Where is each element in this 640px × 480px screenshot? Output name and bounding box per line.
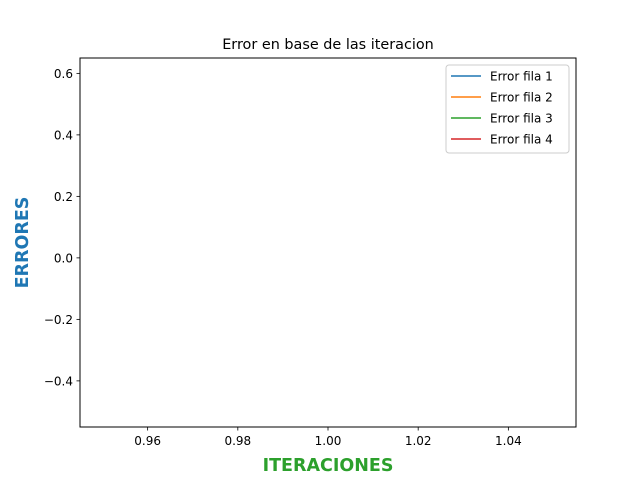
plot-frame (79, 57, 577, 428)
legend-label-3: Error fila 3 (490, 112, 553, 126)
y-tick-label: 0.2 (54, 190, 73, 204)
chart-title: Error en base de las iteracion (222, 37, 434, 53)
legend-label-1: Error fila 1 (490, 70, 553, 84)
y-tick-label: −0.4 (44, 374, 73, 388)
y-tick-label: 0.0 (54, 251, 73, 265)
x-tick-label: 0.96 (134, 434, 161, 448)
legend-box (445, 64, 570, 154)
x-tick-label: 0.98 (224, 434, 251, 448)
legend: Error fila 1 Error fila 2 Error fila 3 Erro… (445, 64, 570, 154)
legend-label-2: Error fila 2 (490, 91, 553, 105)
y-tick-label: 0.6 (54, 67, 73, 81)
y-tick-label: 0.4 (54, 128, 73, 142)
x-axis-label: ITERACIONES (263, 456, 394, 476)
y-axis-ticks: −0.4 −0.2 0.0 0.2 0.4 0.6 (44, 67, 80, 388)
x-tick-label: 1.02 (405, 434, 432, 448)
y-tick-label: −0.2 (44, 313, 73, 327)
legend-label-4: Error fila 4 (490, 133, 553, 147)
x-axis-ticks: 0.96 0.98 1.00 1.02 1.04 (134, 427, 522, 448)
x-tick-label: 1.04 (495, 434, 522, 448)
x-tick-label: 1.00 (315, 434, 342, 448)
y-axis-label: ERRORES (13, 197, 33, 289)
